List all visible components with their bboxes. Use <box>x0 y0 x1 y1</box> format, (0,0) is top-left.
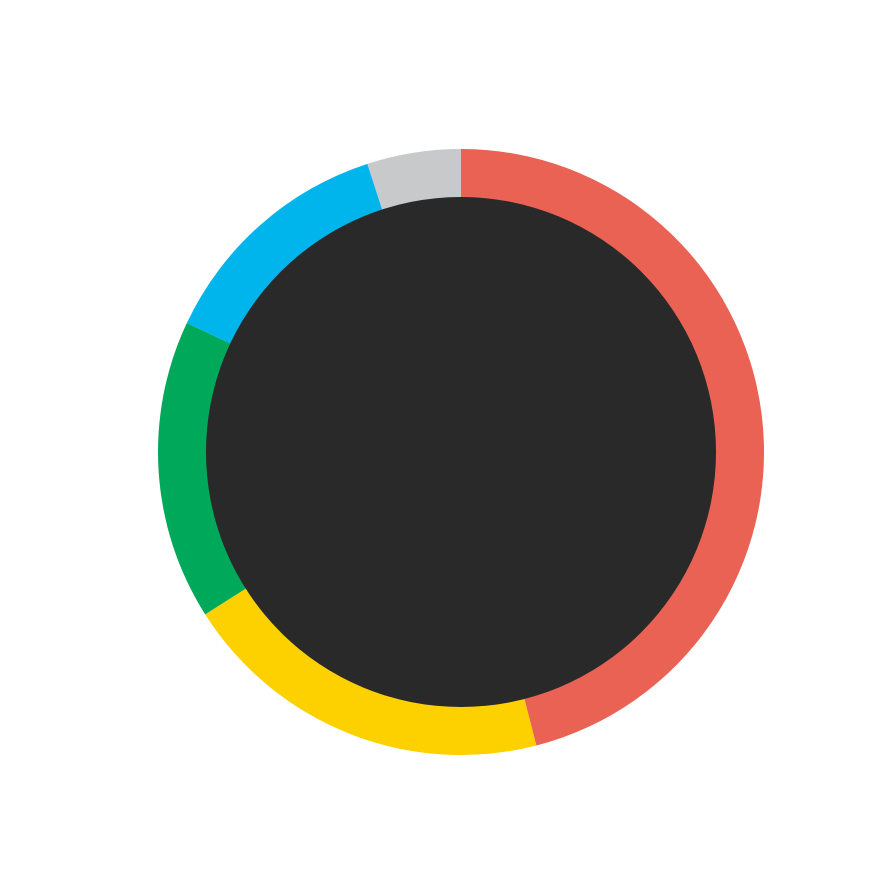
donut-hole <box>206 197 716 707</box>
